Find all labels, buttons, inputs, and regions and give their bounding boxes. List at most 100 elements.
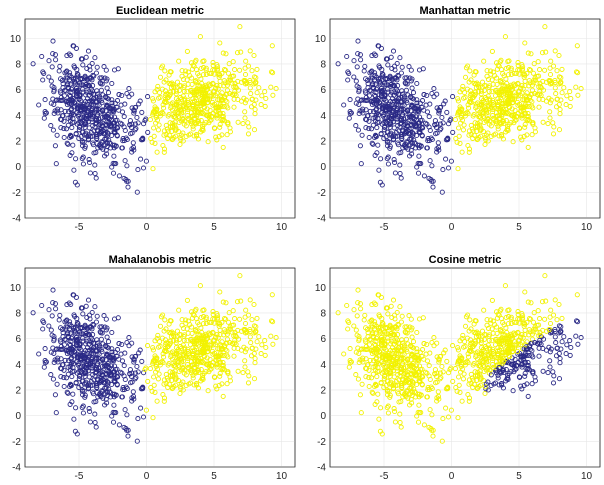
point-cluster-a xyxy=(108,106,114,112)
point-cluster-a xyxy=(89,309,95,316)
point-cluster-a xyxy=(73,405,79,411)
point-cluster-b xyxy=(206,319,212,326)
point-cluster-b xyxy=(164,126,170,132)
point-cluster-a xyxy=(107,389,113,395)
point-cluster-b xyxy=(473,69,479,75)
point-cluster-b xyxy=(435,389,441,395)
point-cluster-b xyxy=(424,341,430,348)
point-cluster-b xyxy=(466,381,472,387)
point-cluster-b xyxy=(507,342,513,348)
point-cluster-a xyxy=(109,108,115,114)
point-cluster-a xyxy=(450,94,456,100)
point-cluster-a xyxy=(391,157,397,163)
point-cluster-a xyxy=(134,438,140,444)
point-cluster-a xyxy=(77,118,84,124)
point-cluster-b xyxy=(466,105,472,111)
point-cluster-b xyxy=(455,98,461,104)
point-cluster-a xyxy=(96,351,102,357)
point-cluster-b xyxy=(472,369,478,375)
point-cluster-b xyxy=(489,338,495,344)
point-cluster-b xyxy=(396,340,402,346)
point-cluster-a xyxy=(361,97,367,103)
point-cluster-a xyxy=(393,133,399,140)
point-cluster-b xyxy=(355,345,361,351)
point-cluster-a xyxy=(143,158,149,164)
point-cluster-b xyxy=(547,320,554,327)
point-cluster-b xyxy=(466,398,472,404)
point-cluster-a xyxy=(91,322,97,328)
point-cluster-b xyxy=(189,75,195,81)
point-cluster-b xyxy=(269,43,275,49)
point-cluster-a xyxy=(353,123,359,129)
point-cluster-a xyxy=(575,319,581,325)
point-cluster-a xyxy=(77,331,83,337)
point-cluster-a xyxy=(357,52,363,58)
point-cluster-b xyxy=(151,108,157,114)
point-cluster-b xyxy=(487,332,493,338)
point-cluster-a xyxy=(64,389,70,395)
point-cluster-a xyxy=(368,75,374,81)
point-cluster-b xyxy=(161,146,168,152)
point-cluster-b xyxy=(436,359,442,365)
point-cluster-b xyxy=(482,343,488,349)
point-cluster-b xyxy=(174,79,181,85)
point-cluster-b xyxy=(372,401,378,407)
point-cluster-b xyxy=(365,330,371,336)
point-cluster-b xyxy=(534,92,541,98)
point-cluster-b xyxy=(211,71,217,77)
point-cluster-b xyxy=(229,80,235,86)
point-cluster-a xyxy=(85,105,92,111)
point-cluster-b xyxy=(404,388,410,394)
point-cluster-b xyxy=(221,327,227,333)
point-cluster-b xyxy=(156,371,162,377)
point-cluster-a xyxy=(379,87,385,94)
y-tick-label: 10 xyxy=(10,34,22,45)
point-cluster-b xyxy=(226,61,232,67)
point-cluster-b xyxy=(459,117,465,123)
point-cluster-a xyxy=(390,48,397,54)
point-cluster-b xyxy=(397,419,403,426)
point-cluster-b xyxy=(382,373,388,379)
point-cluster-b xyxy=(234,50,241,56)
point-cluster-a xyxy=(86,157,92,163)
point-cluster-a xyxy=(372,115,378,121)
point-cluster-a xyxy=(391,104,397,110)
point-cluster-b xyxy=(263,344,269,351)
point-cluster-a xyxy=(410,96,417,102)
point-cluster-b xyxy=(464,335,470,341)
point-cluster-a xyxy=(84,89,90,95)
point-cluster-a xyxy=(97,392,103,399)
point-cluster-a xyxy=(413,124,419,130)
point-cluster-b xyxy=(251,376,258,382)
point-cluster-b xyxy=(195,106,201,112)
point-cluster-a xyxy=(94,348,100,354)
point-cluster-a xyxy=(444,109,450,115)
point-cluster-b xyxy=(346,364,352,370)
point-cluster-b xyxy=(245,120,251,126)
point-cluster-a xyxy=(404,123,411,129)
y-tick-label: 6 xyxy=(320,334,326,345)
point-cluster-a xyxy=(80,143,86,149)
point-cluster-a xyxy=(355,38,361,44)
point-cluster-b xyxy=(180,358,186,364)
point-cluster-b xyxy=(385,311,391,317)
point-cluster-a xyxy=(408,113,414,119)
point-cluster-b xyxy=(182,332,188,338)
point-cluster-b xyxy=(494,324,500,330)
point-cluster-b xyxy=(269,292,275,298)
point-cluster-a xyxy=(92,55,98,61)
point-cluster-b xyxy=(487,83,493,89)
point-cluster-b xyxy=(490,113,496,119)
point-cluster-b xyxy=(386,353,392,359)
point-cluster-a xyxy=(445,135,451,141)
point-cluster-b xyxy=(205,388,211,394)
point-cluster-a xyxy=(42,360,48,366)
point-cluster-b xyxy=(379,320,385,326)
point-cluster-b xyxy=(478,88,485,94)
point-cluster-b xyxy=(247,334,253,340)
point-cluster-a xyxy=(54,381,60,387)
point-cluster-a xyxy=(557,329,564,335)
point-cluster-a xyxy=(432,121,438,128)
point-cluster-a xyxy=(448,116,454,122)
point-cluster-b xyxy=(427,376,433,383)
